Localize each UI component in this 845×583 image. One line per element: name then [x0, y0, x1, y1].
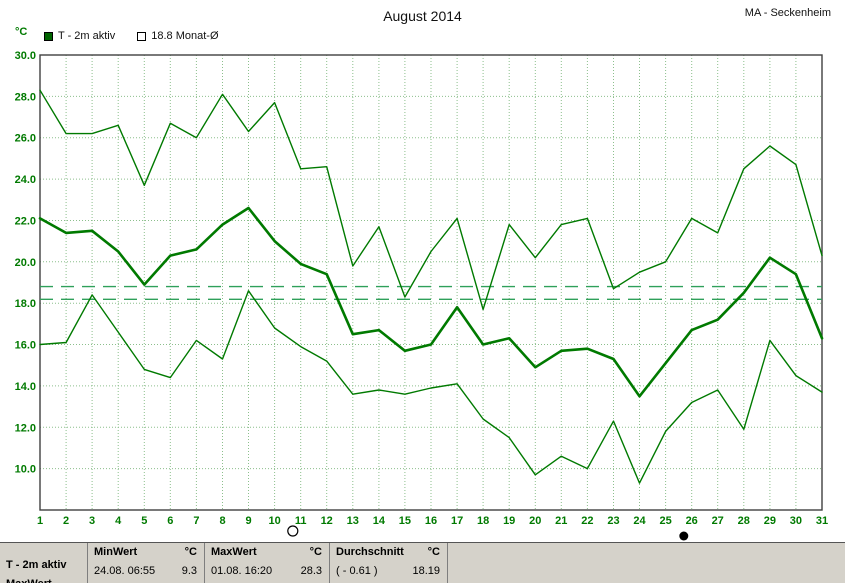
svg-text:16.0: 16.0 [15, 340, 36, 352]
svg-text:8: 8 [219, 515, 225, 527]
max-datetime: 01.08. 16:20 [211, 565, 273, 577]
average-swatch-icon [137, 31, 147, 41]
min-label: MinWert [94, 546, 138, 558]
svg-text:20: 20 [529, 515, 541, 527]
stats-next-row-label-partial: MaxWert [6, 578, 80, 583]
svg-text:14.0: 14.0 [15, 381, 36, 393]
stats-row-label-cell: T - 2m aktiv MaxWert [0, 543, 88, 583]
legend-average-label: 18.8 Monat-Ø [151, 30, 219, 42]
svg-text:24: 24 [633, 515, 646, 527]
svg-text:2: 2 [63, 515, 69, 527]
svg-text:27: 27 [712, 515, 724, 527]
svg-text:30.0: 30.0 [15, 50, 36, 62]
svg-text:10: 10 [268, 515, 280, 527]
stats-table: T - 2m aktiv MaxWert MinWert °C 24.08. 0… [0, 542, 845, 583]
svg-text:24.0: 24.0 [15, 174, 36, 186]
full-moon-icon [287, 525, 299, 537]
new-moon-icon [679, 531, 689, 541]
svg-text:12.0: 12.0 [15, 422, 36, 434]
stats-empty-cell [448, 543, 845, 583]
svg-text:13: 13 [347, 515, 359, 527]
average-label: Durchschnitt [336, 546, 404, 558]
svg-text:1: 1 [37, 515, 43, 527]
stats-row-label: T - 2m aktiv [6, 559, 67, 571]
svg-text:25: 25 [659, 515, 671, 527]
stats-max-cell: MaxWert °C 01.08. 16:20 28.3 [205, 543, 330, 583]
average-value: 18.19 [412, 565, 440, 577]
svg-text:30: 30 [790, 515, 802, 527]
svg-text:9: 9 [245, 515, 251, 527]
average-unit: °C [427, 546, 440, 558]
svg-text:21: 21 [555, 515, 567, 527]
svg-text:28.0: 28.0 [15, 91, 36, 103]
chart-legend: T - 2m aktiv 18.8 Monat-Ø [44, 30, 219, 42]
min-value: 9.3 [181, 565, 197, 577]
svg-text:26: 26 [686, 515, 698, 527]
svg-text:14: 14 [373, 515, 386, 527]
svg-text:28: 28 [738, 515, 750, 527]
svg-text:12: 12 [321, 515, 333, 527]
min-datetime: 24.08. 06:55 [94, 565, 156, 577]
legend-item-average: 18.8 Monat-Ø [137, 30, 219, 42]
svg-text:10.0: 10.0 [15, 464, 36, 476]
svg-text:6: 6 [167, 515, 173, 527]
legend-item-series: T - 2m aktiv [44, 30, 115, 42]
stats-average-cell: Durchschnitt °C ( - 0.61 ) 18.19 [330, 543, 448, 583]
svg-text:26.0: 26.0 [15, 133, 36, 145]
svg-text:4: 4 [115, 515, 122, 527]
y-axis-unit: °C [15, 26, 28, 38]
svg-text:7: 7 [193, 515, 199, 527]
svg-text:18: 18 [477, 515, 489, 527]
svg-text:16: 16 [425, 515, 437, 527]
temperature-line-chart: 10.0 12.0 14.0 16.0 18.0 20.0 22.0 24.0 26.0 28.0… [15, 50, 828, 541]
svg-text:17: 17 [451, 515, 463, 527]
svg-text:3: 3 [89, 515, 95, 527]
max-label: MaxWert [211, 546, 257, 558]
svg-text:22.0: 22.0 [15, 216, 36, 228]
series-swatch-icon [44, 31, 53, 41]
svg-text:11: 11 [295, 515, 307, 527]
svg-text:5: 5 [141, 515, 147, 527]
min-unit: °C [184, 546, 197, 558]
max-value: 28.3 [300, 565, 322, 577]
station-label: MA - Seckenheim [744, 7, 831, 19]
stats-min-cell: MinWert °C 24.08. 06:55 9.3 [88, 543, 205, 583]
svg-text:23: 23 [607, 515, 619, 527]
legend-series-label: T - 2m aktiv [58, 30, 116, 42]
svg-text:22: 22 [581, 515, 593, 527]
svg-text:20.0: 20.0 [15, 257, 36, 269]
max-unit: °C [309, 546, 322, 558]
svg-text:18.0: 18.0 [15, 298, 36, 310]
svg-text:31: 31 [816, 515, 828, 527]
svg-text:29: 29 [764, 515, 776, 527]
average-deviation: ( - 0.61 ) [336, 565, 378, 577]
svg-text:19: 19 [503, 515, 515, 527]
svg-text:15: 15 [399, 515, 411, 527]
page-title: August 2014 [383, 8, 462, 24]
